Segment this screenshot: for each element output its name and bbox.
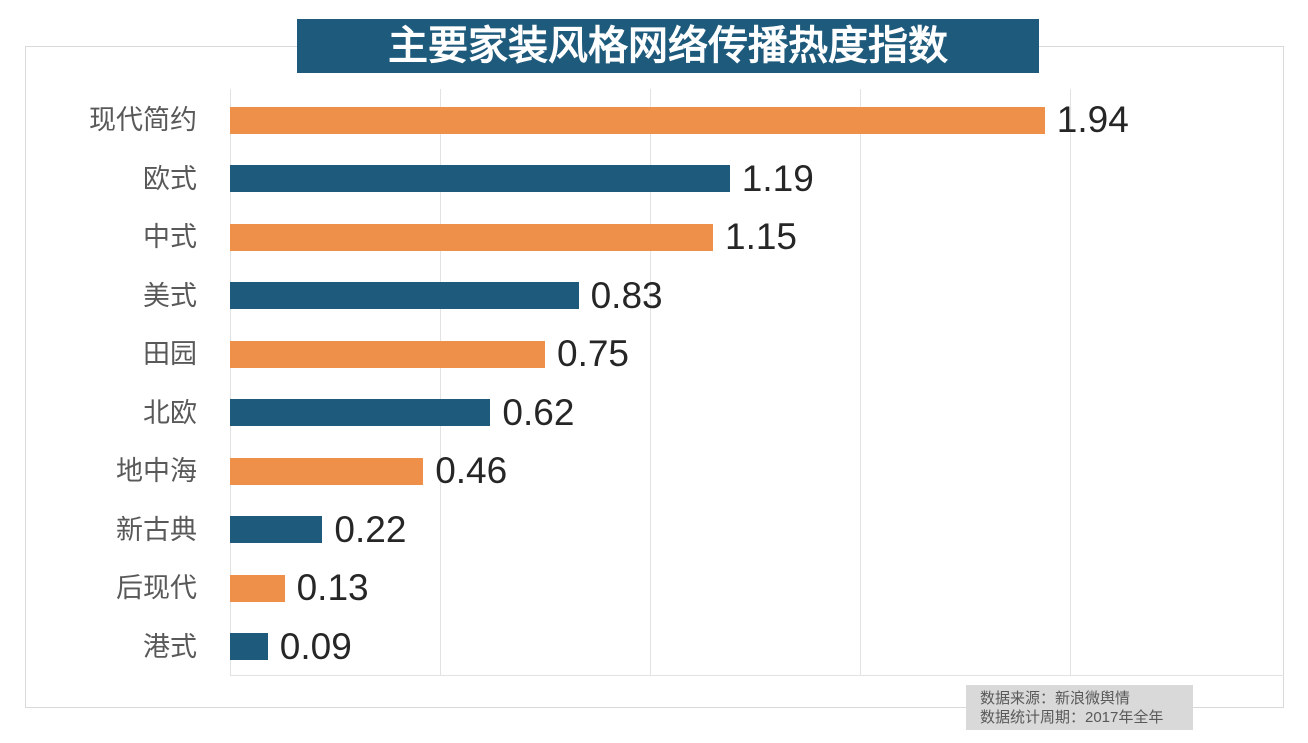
value-label: 1.94 [1056,99,1129,140]
bar [230,516,323,544]
category-label: 欧式 [143,163,197,194]
value-label: 0.13 [296,567,369,609]
value-label: 0.62 [502,391,575,433]
bar [230,165,730,193]
bar [230,282,579,310]
gridline [440,89,441,675]
gridline [860,89,861,675]
category-label: 中式 [143,222,197,253]
value-label: 0.09 [279,625,352,667]
category-label: 北欧 [143,397,197,428]
value-label: 0.46 [435,450,508,492]
bar [230,340,545,368]
bar [230,106,1045,134]
bar [230,457,424,485]
gridline [1070,89,1071,675]
category-label: 地中海 [116,456,197,487]
gridline [230,89,231,675]
bar [230,633,268,661]
bar [230,399,491,427]
bar [230,223,713,251]
value-label: 0.22 [334,508,407,550]
value-label: 1.19 [741,157,814,199]
bar [230,574,285,602]
title-banner: 主要家装风格网络传播热度指数 [297,19,1039,73]
category-label: 田园 [143,339,197,370]
chart-title: 主要家装风格网络传播热度指数 [388,24,948,68]
category-label: 现代简约 [89,105,197,135]
category-label: 港式 [143,631,197,662]
category-label: 后现代 [116,573,197,604]
gridline [650,89,651,675]
x-axis-line [230,675,1284,676]
category-label: 美式 [143,280,197,311]
source-line-2: 数据统计周期：2017年全年 [980,709,1164,726]
value-label: 1.15 [725,216,798,258]
category-label: 新古典 [116,514,197,545]
source-note: 数据来源：新浪微舆情 数据统计周期：2017年全年 [966,685,1193,730]
value-label: 0.83 [590,274,663,316]
source-line-1: 数据来源：新浪微舆情 [980,690,1131,707]
value-label: 0.75 [557,333,630,375]
